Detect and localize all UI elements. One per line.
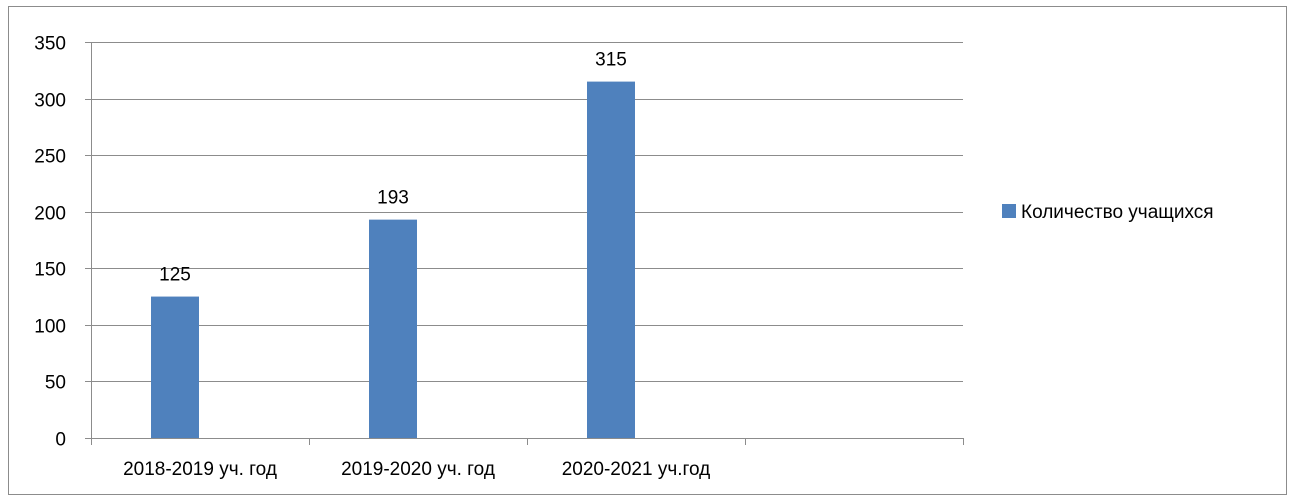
legend-swatch [1002,204,1016,218]
y-tick-label: 200 [34,204,66,225]
y-tick-label: 50 [45,373,66,394]
axes [85,42,964,445]
y-tick-label: 100 [34,317,66,338]
data-label: 125 [159,265,191,286]
labels: 0 50 100 150 200 250 300 350 2018-2019 уч. год 20… [34,34,710,481]
legend: Количество учащихся [1002,202,1214,223]
y-tick-label: 150 [34,260,66,281]
bar [587,81,635,438]
legend-label: Количество учащихся [1021,202,1214,223]
data-label: 315 [595,50,627,71]
data-label: 193 [377,188,409,209]
bar [151,296,199,438]
chart-frame [8,6,1287,495]
y-tick-label: 350 [34,34,66,55]
y-tick-label: 250 [34,147,66,168]
x-tick-label: 2020-2021 уч.год [562,459,711,480]
gridlines [91,42,963,382]
bar [369,219,417,438]
bars [151,81,635,438]
x-tick-label: 2019-2020 уч. год [341,459,495,480]
y-tick-label: 0 [55,430,66,451]
y-tick-label: 300 [34,91,66,112]
x-tick-label: 2018-2019 уч. год [123,459,277,480]
